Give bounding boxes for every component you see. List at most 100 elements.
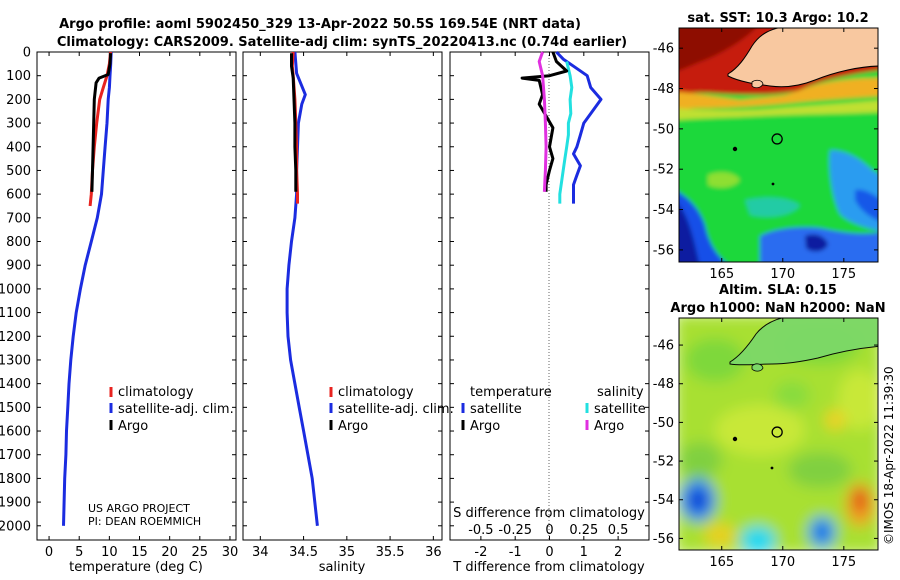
sla-coastline <box>729 318 878 366</box>
map-x-tick-label: 175 <box>831 267 856 282</box>
y-tick-label: 800 <box>6 235 31 250</box>
sst-island-2 <box>732 146 738 152</box>
map-y-tick-label: -48 <box>653 377 674 392</box>
s-diff-tick-label: 0 <box>545 523 553 538</box>
temperature-legend: climatology satellite-adj. clim. Argo <box>109 385 234 434</box>
y-tick-label: 1300 <box>0 353 31 368</box>
project-line2: PI: DEAN ROEMMICH <box>88 515 201 528</box>
x-tick-label: 2 <box>614 545 622 560</box>
map-x-tick-label: 170 <box>770 555 795 570</box>
y-tick-label: 700 <box>6 211 31 226</box>
y-tick-label: 1600 <box>0 425 31 440</box>
legend-label-s-argo: Argo <box>594 419 624 434</box>
legend-label-argo: Argo <box>338 419 368 434</box>
sla-map-title-line2: Argo h1000: NaN h2000: NaN <box>670 301 885 316</box>
x-tick-label: 20 <box>161 545 178 560</box>
series-satellite-adj-clim <box>62 51 113 526</box>
sst-argo-position-marker <box>771 133 783 145</box>
legend-label-t-argo: Argo <box>470 419 500 434</box>
x-tick-label: 34 <box>252 545 269 560</box>
x-tick-label: -1 <box>509 545 522 560</box>
x-tick-label: 0 <box>545 545 553 560</box>
sst-coastline <box>727 28 878 88</box>
y-tick-label: 300 <box>6 117 31 132</box>
y-tick-label: 600 <box>6 188 31 203</box>
difference-panel: -2 -1 0 1 2 temperature salinity satellite A… <box>449 50 650 575</box>
y-tick-label: 1200 <box>0 330 31 345</box>
map-y-tick-label: -54 <box>653 203 674 218</box>
sst-map-title: sat. SST: 10.3 Argo: 10.2 <box>687 11 868 26</box>
series-s-argo <box>537 51 548 192</box>
difference-legend: temperature salinity satellite Argo sate… <box>461 385 646 434</box>
project-line1: US ARGO PROJECT <box>88 502 190 515</box>
sla-island-1 <box>751 363 764 372</box>
y-tick-label: 100 <box>6 69 31 84</box>
sla-island-2 <box>732 436 738 442</box>
y-tick-label: 1700 <box>0 448 31 463</box>
legend-label-climatology: climatology <box>338 385 414 400</box>
y-tick-label: 200 <box>6 93 31 108</box>
y-tick-label: 400 <box>6 140 31 155</box>
legend-label-s-satellite: satellite <box>594 402 646 417</box>
legend-label-climatology: climatology <box>118 385 194 400</box>
map-x-tick-label: 175 <box>831 555 856 570</box>
sla-map-title-line1: Altim. SLA: 0.15 <box>719 283 837 298</box>
y-tick-label: 500 <box>6 164 31 179</box>
x-tick-label: 1 <box>580 545 588 560</box>
legend-title-temperature: temperature <box>470 385 552 400</box>
series-s-satellite <box>558 61 574 204</box>
map-y-tick-label: -46 <box>653 339 674 354</box>
sla-argo-position-marker <box>771 426 783 438</box>
x-tick-label: 25 <box>192 545 209 560</box>
y-tick-label: 1500 <box>0 401 31 416</box>
map-y-tick-label: -54 <box>653 493 674 508</box>
map-x-tick-label: 170 <box>770 267 795 282</box>
map-y-tick-label: -52 <box>653 455 674 470</box>
map-x-tick-label: 165 <box>709 267 734 282</box>
map-y-tick-label: -56 <box>653 532 674 547</box>
map-y-tick-label: -56 <box>653 243 674 258</box>
x-tick-label: 36 <box>425 545 442 560</box>
x-tick-label: 35 <box>339 545 356 560</box>
sst-map-panel: sat. SST: 10.3 Argo: 10.2 <box>653 11 879 282</box>
temperature-xlabel: temperature (deg C) <box>69 560 203 575</box>
x-tick-label: 34.5 <box>289 545 318 560</box>
sst-island-1 <box>751 79 764 89</box>
legend-label-argo: Argo <box>118 419 148 434</box>
sla-map-panel: Altim. SLA: 0.15 Argo h1000: NaN h2000: … <box>653 283 886 570</box>
salinity-legend: climatology satellite-adj. clim. Argo <box>329 385 454 434</box>
x-tick-label: 0 <box>45 545 53 560</box>
x-tick-label: 5 <box>75 545 83 560</box>
y-tick-label: 1900 <box>0 496 31 511</box>
map-y-tick-label: -50 <box>653 122 674 137</box>
series-t-argo <box>520 51 569 192</box>
y-tick-label: 900 <box>6 259 31 274</box>
sla-island-3 <box>770 466 774 470</box>
map-y-tick-label: -46 <box>653 42 674 57</box>
y-tick-label: 1400 <box>0 377 31 392</box>
sst-map-frame <box>678 27 879 263</box>
temperature-axes-frame <box>36 51 237 541</box>
legend-title-salinity: salinity <box>597 385 644 400</box>
s-diff-tick-label: -0.5 <box>468 523 493 538</box>
map-x-tick-label: 165 <box>709 555 734 570</box>
imos-timestamp: ©IMOS 18-Apr-2022 11:39:30 <box>882 366 896 545</box>
salinity-axes-frame <box>242 51 443 541</box>
map-y-tick-label: -48 <box>653 82 674 97</box>
temperature-panel: 0100200300400500600700800900100011001200… <box>0 46 238 576</box>
series-t-satellite <box>555 50 603 204</box>
x-tick-label: -2 <box>474 545 487 560</box>
difference-t-xlabel: T difference from climatology <box>452 560 645 575</box>
s-diff-tick-label: 0.25 <box>569 523 598 538</box>
y-tick-label: 2000 <box>0 519 31 534</box>
x-tick-label: 35.5 <box>376 545 405 560</box>
y-tick-label: 1000 <box>0 282 31 297</box>
series-argo <box>90 53 113 192</box>
series-argo <box>290 53 298 192</box>
series-satellite-adj-clim <box>285 51 319 526</box>
y-tick-label: 1800 <box>0 472 31 487</box>
x-tick-label: 30 <box>222 545 239 560</box>
salinity-xlabel: salinity <box>319 560 366 575</box>
sst-island-3 <box>771 182 775 186</box>
